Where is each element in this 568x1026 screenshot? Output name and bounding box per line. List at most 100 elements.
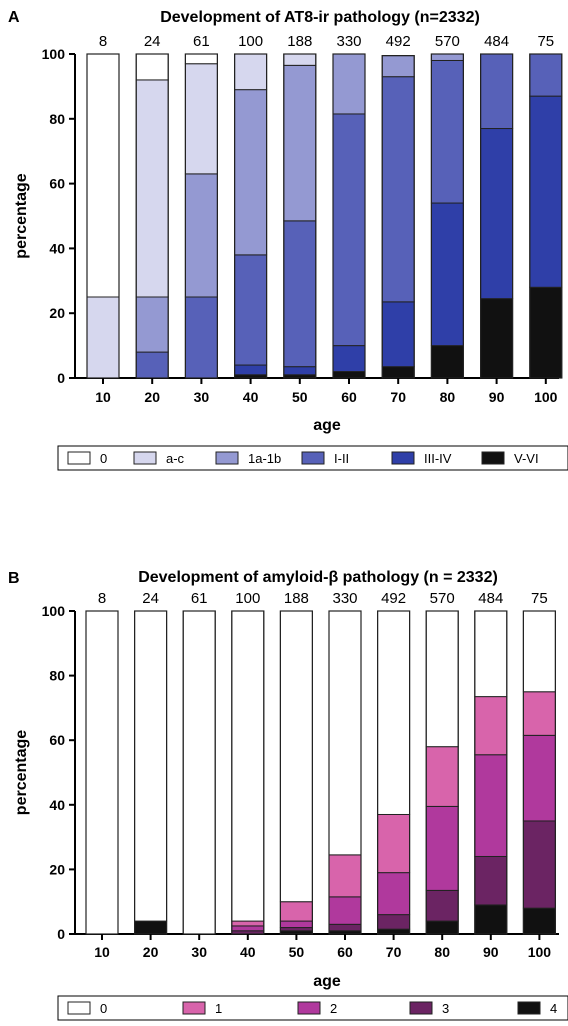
x-tick-label: 90 [489, 389, 505, 405]
panel-label: A [8, 9, 20, 26]
bar-segment-3-age-80 [425, 889, 459, 922]
legend: 0 a-c 1a-1b I-II III-IV V-VI [57, 445, 568, 471]
bar-segment-2-age-50 [279, 920, 313, 929]
chart-panel-a: A Development of AT8-ir pathology (n=2332… [8, 9, 568, 471]
bar-segment-0-age-30 [182, 610, 216, 935]
count-label: 188 [287, 33, 312, 50]
bar-segment-2-age-80 [425, 805, 459, 891]
x-tick-label: 50 [289, 944, 305, 960]
y-tick-label: 20 [49, 861, 65, 877]
bar-segment-iii-iv-age-40 [234, 364, 268, 376]
bar-segment-a-c-age-30 [184, 63, 218, 175]
x-tick-label: 60 [341, 389, 357, 405]
bar-segment-4-age-80 [425, 920, 459, 935]
bar-segment-a-c-age-40 [234, 53, 268, 91]
bar-segment-a-c-age-50 [283, 53, 317, 66]
bar-segment-1a-1b-age-80 [430, 53, 464, 61]
panel-label: B [8, 570, 20, 587]
bar-segment-2-age-40 [231, 925, 265, 932]
x-tick-label: 40 [243, 389, 259, 405]
y-tick-label: 80 [49, 111, 65, 127]
x-tick-label: 80 [440, 389, 456, 405]
bar-segment-0-age-60 [328, 610, 362, 856]
legend-swatch-a-c [133, 451, 157, 465]
y-tick-label: 0 [57, 926, 65, 942]
bar-segment-2-age-90 [474, 754, 508, 857]
x-tick-label: 70 [390, 389, 406, 405]
x-axis-label: age [313, 973, 341, 990]
x-tick-label: 10 [94, 944, 110, 960]
bar-segment-i-ii-age-50 [283, 220, 317, 368]
bar-segment-3-age-100 [522, 820, 556, 909]
bar-segment-0-age-30 [184, 53, 218, 65]
legend-label-1: 1 [215, 1001, 222, 1016]
bar-segment-i-ii-age-90 [480, 53, 514, 130]
count-label: 570 [430, 590, 455, 607]
bar-segment-1-age-40 [231, 920, 265, 927]
bar-segment-iii-iv-age-100 [529, 95, 563, 288]
count-label: 24 [144, 33, 161, 50]
bar-segment-v-vi-age-80 [430, 345, 464, 379]
legend-swatch-1a-1b [215, 451, 239, 465]
legend-label-2: 2 [330, 1001, 337, 1016]
count-label: 188 [284, 590, 309, 607]
bar-segment-1a-1b-age-20 [135, 296, 169, 353]
y-tick-label: 0 [57, 370, 65, 386]
count-label: 100 [235, 590, 260, 607]
bar-segment-v-vi-age-90 [480, 298, 514, 379]
bar-segment-0-age-40 [231, 610, 265, 922]
count-label: 75 [537, 33, 554, 50]
count-label: 61 [191, 590, 208, 607]
bar-segment-i-ii-age-40 [234, 254, 268, 366]
bar-segment-a-c-age-10 [86, 296, 120, 379]
bar-segment-iii-iv-age-80 [430, 202, 464, 347]
count-label: 492 [386, 33, 411, 50]
bar-segment-iii-iv-age-60 [332, 345, 366, 373]
bar-segment-1a-1b-age-70 [381, 55, 415, 78]
count-label: 75 [531, 590, 548, 607]
bar-segment-v-vi-age-100 [529, 286, 563, 379]
count-label: 484 [484, 33, 509, 50]
bar-segment-i-ii-age-80 [430, 59, 464, 204]
bar-segment-1-age-90 [474, 696, 508, 756]
y-tick-label: 100 [42, 46, 66, 62]
x-tick-label: 30 [191, 944, 207, 960]
bar-segment-i-ii-age-70 [381, 76, 415, 303]
legend-swatch-0 [67, 1001, 91, 1015]
bar-segment-2-age-60 [328, 896, 362, 925]
count-label: 484 [478, 590, 503, 607]
bar-segment-1a-1b-age-30 [184, 173, 218, 298]
y-axis-label: percentage [13, 173, 30, 258]
bar-segment-1-age-80 [425, 746, 459, 807]
bar-segment-4-age-90 [474, 904, 508, 935]
count-label: 24 [142, 590, 159, 607]
legend-label-0: 0 [100, 1001, 107, 1016]
y-tick-label: 100 [42, 603, 66, 619]
x-tick-label: 40 [240, 944, 256, 960]
legend: 0 1 2 3 4 [57, 995, 568, 1021]
legend-label-i-ii: I-II [334, 451, 349, 466]
bar-segment-0-age-10 [86, 53, 120, 298]
bar-segment-4-age-100 [522, 907, 556, 935]
bar-segment-i-ii-age-30 [184, 296, 218, 379]
x-tick-label: 100 [534, 389, 558, 405]
x-tick-label: 60 [337, 944, 353, 960]
bar-segment-0-age-20 [134, 610, 168, 922]
bar-segment-0-age-90 [474, 610, 508, 698]
y-tick-label: 40 [49, 797, 65, 813]
legend-label-v-vi: V-VI [514, 451, 539, 466]
bar-segment-0-age-70 [377, 610, 411, 815]
bar-segment-1-age-100 [522, 691, 556, 736]
bar-segment-1a-1b-age-40 [234, 89, 268, 256]
bar-segment-4-age-70 [377, 928, 411, 935]
bar-segment-3-age-90 [474, 855, 508, 906]
legend-label-4: 4 [550, 1001, 557, 1016]
legend-label-3: 3 [442, 1001, 449, 1016]
bar-segment-iii-iv-age-50 [283, 366, 317, 376]
bar-segment-v-vi-age-60 [332, 371, 366, 379]
legend-swatch-3 [409, 1001, 433, 1015]
count-label: 330 [336, 33, 361, 50]
bar-segment-3-age-60 [328, 923, 362, 932]
bar-segment-v-vi-age-70 [381, 366, 415, 379]
